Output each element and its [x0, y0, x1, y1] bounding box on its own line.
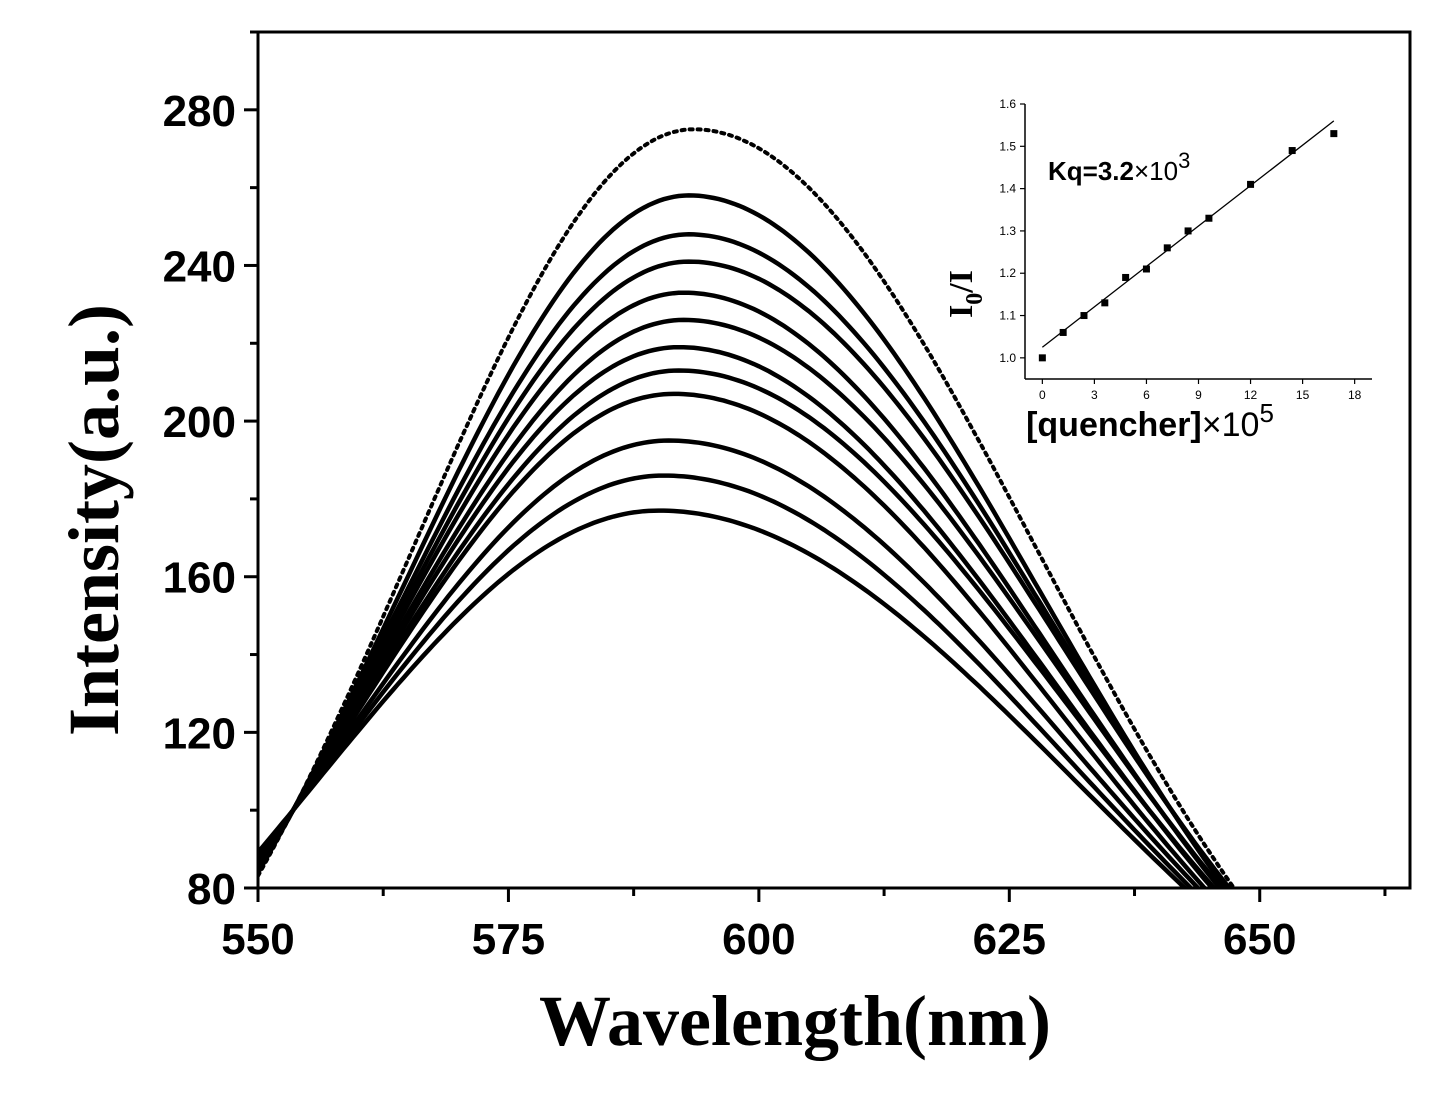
inset-data-point: [1163, 244, 1171, 252]
x-axis-title: Wavelength(nm): [539, 981, 1051, 1061]
spectrum-line-free: [258, 127, 1237, 888]
inset-data-point: [1101, 299, 1109, 307]
x-tick-label: 625: [973, 915, 1046, 964]
spectrum-line-q9: [258, 438, 1202, 888]
inset-annotation: Kq=3.2×103: [1048, 148, 1190, 186]
inset-y-axis-title-sub: 0: [962, 293, 988, 305]
inset-data-point: [1059, 328, 1067, 336]
inset-data-point: [1330, 130, 1338, 138]
y-tick-label: 240: [163, 242, 236, 291]
inset-data-point: [1184, 227, 1192, 235]
inset-y-tick-label: 1.3: [999, 224, 1016, 238]
x-tick-label: 650: [1223, 915, 1296, 964]
inset-x-tick-label: 0: [1039, 388, 1046, 402]
spectrum-line-q8: [258, 391, 1208, 888]
inset-data-point: [1205, 214, 1213, 222]
main-plot-frame: [256, 30, 1412, 890]
spectrum-line-q5: [258, 317, 1225, 888]
inset-y-axis-title-base: I: [943, 305, 980, 318]
spectrum-line-q10: [258, 473, 1195, 888]
inset-y-tick-label: 1.0: [999, 351, 1016, 365]
inset-y-axis-title: I0/I: [943, 270, 988, 318]
y-tick-label: 280: [163, 87, 236, 136]
inset-data-point: [1247, 180, 1255, 188]
inset-y-tick-label: 1.4: [999, 182, 1016, 196]
inset-x-axis-title: [quencher]×105: [1026, 398, 1274, 444]
inset-x-tick-label: 18: [1348, 388, 1362, 402]
inset-x-axis-title-suffix: ×10: [1202, 406, 1260, 444]
inset-data-point: [1122, 273, 1130, 281]
inset-data-point: [1080, 312, 1088, 320]
spectrum-line-q6: [258, 344, 1216, 888]
inset-x-tick-label: 9: [1195, 388, 1202, 402]
x-tick-label: 600: [722, 915, 795, 964]
inset-x-axis-title-main: [quencher]: [1026, 406, 1202, 444]
inset-plot: 0 3 6 9 12 15 18 1.0 1.1 1.2 1.3 1.4 1.5 1.6: [999, 97, 1372, 402]
inset-x-tick-label: 15: [1296, 388, 1310, 402]
x-tick-label: 575: [472, 915, 545, 964]
spectrum-line-q3: [258, 259, 1233, 888]
inset-y-axis-title-rest: /I: [943, 270, 980, 294]
x-tick-label: 550: [221, 915, 294, 964]
inset-annotation-main: Kq=3.2: [1048, 156, 1134, 186]
y-tick-label: 160: [163, 554, 236, 603]
y-tick-label: 120: [163, 709, 236, 758]
inset-y-tick-label: 1.6: [999, 97, 1016, 111]
inset-data-point: [1142, 265, 1150, 273]
inset-x-tick-label: 12: [1244, 388, 1258, 402]
inset-y-tick-label: 1.2: [999, 266, 1016, 280]
y-tick-label: 200: [163, 398, 236, 447]
inset-data-point: [1288, 147, 1296, 155]
inset-y-tick-label: 1.5: [999, 139, 1016, 153]
inset-data-point: [1038, 354, 1046, 362]
inset-x-tick-label: 3: [1091, 388, 1098, 402]
inset-annotation-suffix: ×10: [1134, 156, 1178, 186]
inset-x-tick-label: 6: [1143, 388, 1150, 402]
spectrum-line-q7: [258, 368, 1218, 888]
inset-y-tick-label: 1.1: [999, 309, 1016, 323]
y-axis-title: Intensity(a.u.): [54, 304, 134, 736]
inset-annotation-exp: 3: [1178, 148, 1190, 173]
spectrum-line-q11: [258, 508, 1189, 888]
inset-x-axis-title-exp: 5: [1259, 398, 1273, 428]
y-tick-label: 80: [187, 865, 236, 914]
